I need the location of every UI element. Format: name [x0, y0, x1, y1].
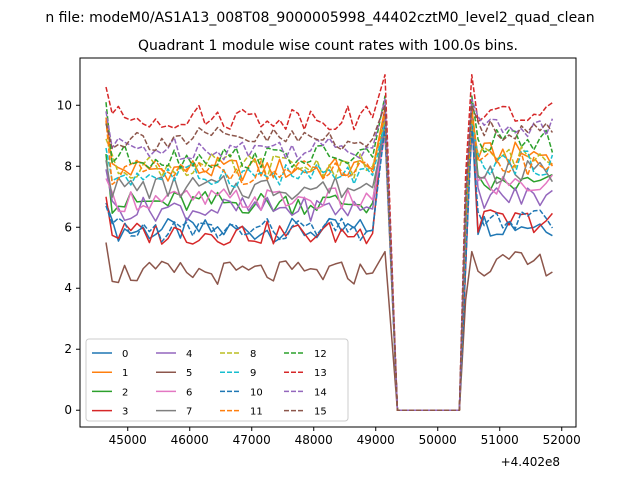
x-tick-label: 52000: [543, 433, 581, 447]
legend-label-13: 13: [314, 368, 327, 379]
y-tick-label: 2: [64, 342, 72, 356]
x-tick-label: 50000: [419, 433, 457, 447]
legend-label-8: 8: [250, 349, 256, 360]
legend-label-12: 12: [314, 349, 327, 360]
legend-label-7: 7: [186, 407, 192, 418]
y-tick-label: 6: [64, 220, 72, 234]
x-offset-label: +4.402e8: [501, 455, 560, 469]
legend-label-3: 3: [122, 407, 128, 418]
series-line-2: [105, 110, 553, 411]
x-tick-label: 45000: [109, 433, 147, 447]
legend-label-0: 0: [122, 349, 128, 360]
x-tick-label: 46000: [171, 433, 209, 447]
y-tick-label: 10: [57, 98, 72, 112]
legend-label-6: 6: [186, 387, 192, 398]
series-line-8: [105, 119, 553, 411]
legend-label-9: 9: [250, 368, 256, 379]
series-line-6: [105, 135, 553, 411]
legend-label-2: 2: [122, 387, 128, 398]
series-line-11: [105, 110, 553, 411]
legend-label-5: 5: [186, 368, 192, 379]
x-tick-label: 49000: [357, 433, 395, 447]
series-line-3: [105, 107, 553, 411]
legend-label-1: 1: [122, 368, 128, 379]
chart-title: Quadrant 1 module wise count rates with …: [138, 38, 518, 54]
x-tick-label: 51000: [481, 433, 519, 447]
series-line-13: [105, 74, 553, 411]
y-tick-label: 4: [64, 281, 72, 295]
y-tick-label: 0: [64, 403, 72, 417]
y-tick-label: 8: [64, 159, 72, 173]
series-line-10: [105, 125, 554, 411]
legend-label-14: 14: [314, 387, 327, 398]
legend-box: [85, 338, 349, 422]
x-tick-label: 47000: [233, 433, 271, 447]
x-tick-label: 48000: [295, 433, 333, 447]
legend-label-15: 15: [314, 407, 327, 418]
legend-label-10: 10: [250, 387, 263, 398]
legend-label-4: 4: [186, 349, 192, 360]
series-line-4: [105, 113, 553, 411]
series-line-5: [105, 242, 553, 411]
series-line-9: [105, 122, 554, 411]
series-layer: [105, 74, 554, 411]
ticks-layer: 45000 46000 47000 48000 49000 50000 51000 52000…: [57, 98, 581, 447]
series-line-15: [105, 104, 554, 411]
legend-label-11: 11: [250, 407, 263, 418]
axes-frame: [79, 57, 577, 428]
series-line-7: [105, 128, 554, 411]
series-line-1: [105, 107, 554, 411]
figure-suptitle: n file: modeM0/AS1A13_008T08_9000005998_…: [45, 10, 594, 26]
